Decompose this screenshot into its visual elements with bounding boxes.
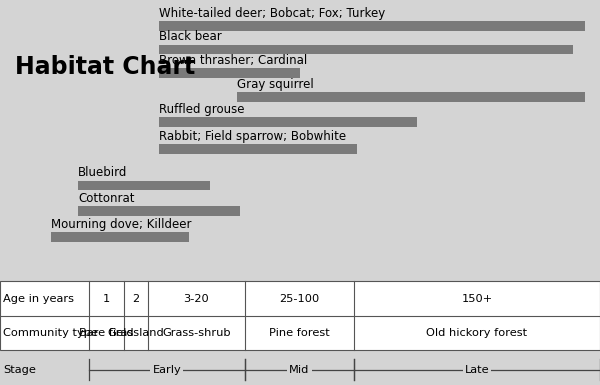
Text: Late: Late [464, 365, 490, 375]
Bar [159, 45, 573, 54]
Text: 25-100: 25-100 [279, 294, 320, 304]
Text: 150+: 150+ [461, 294, 493, 304]
Text: Old hickory forest: Old hickory forest [427, 328, 527, 338]
Bar [159, 117, 417, 127]
Text: 3-20: 3-20 [184, 294, 209, 304]
Text: Mid: Mid [289, 365, 310, 375]
Text: Bluebird: Bluebird [78, 166, 127, 179]
Text: Cottonrat: Cottonrat [78, 192, 134, 204]
Text: Gray squirrel: Gray squirrel [237, 78, 314, 91]
Bar [159, 21, 585, 30]
Bar [159, 69, 300, 78]
Text: Early: Early [152, 365, 181, 375]
Bar [237, 92, 585, 102]
Text: Brown thrasher; Cardinal: Brown thrasher; Cardinal [159, 54, 307, 67]
Text: Black bear: Black bear [159, 30, 222, 44]
Text: Age in years: Age in years [3, 294, 74, 304]
Bar [159, 144, 357, 154]
Text: Grassland: Grassland [108, 328, 164, 338]
Text: Mourning dove; Killdeer: Mourning dove; Killdeer [51, 218, 191, 231]
Text: Ruffled grouse: Ruffled grouse [159, 103, 245, 116]
Text: Pine forest: Pine forest [269, 328, 330, 338]
Text: Stage: Stage [3, 365, 36, 375]
Bar [0, 281, 600, 350]
Bar [78, 181, 210, 190]
Text: Grass-shrub: Grass-shrub [162, 328, 231, 338]
Text: Community type: Community type [3, 328, 98, 338]
Bar [78, 206, 240, 216]
Text: Bare field: Bare field [79, 328, 134, 338]
Text: Rabbit; Field sparrow; Bobwhite: Rabbit; Field sparrow; Bobwhite [159, 130, 346, 143]
Bar [51, 233, 189, 242]
Text: White-tailed deer; Bobcat; Fox; Turkey: White-tailed deer; Bobcat; Fox; Turkey [159, 7, 385, 20]
Text: 1: 1 [103, 294, 110, 304]
Text: 2: 2 [133, 294, 140, 304]
Text: Habitat Chart: Habitat Chart [15, 55, 195, 79]
